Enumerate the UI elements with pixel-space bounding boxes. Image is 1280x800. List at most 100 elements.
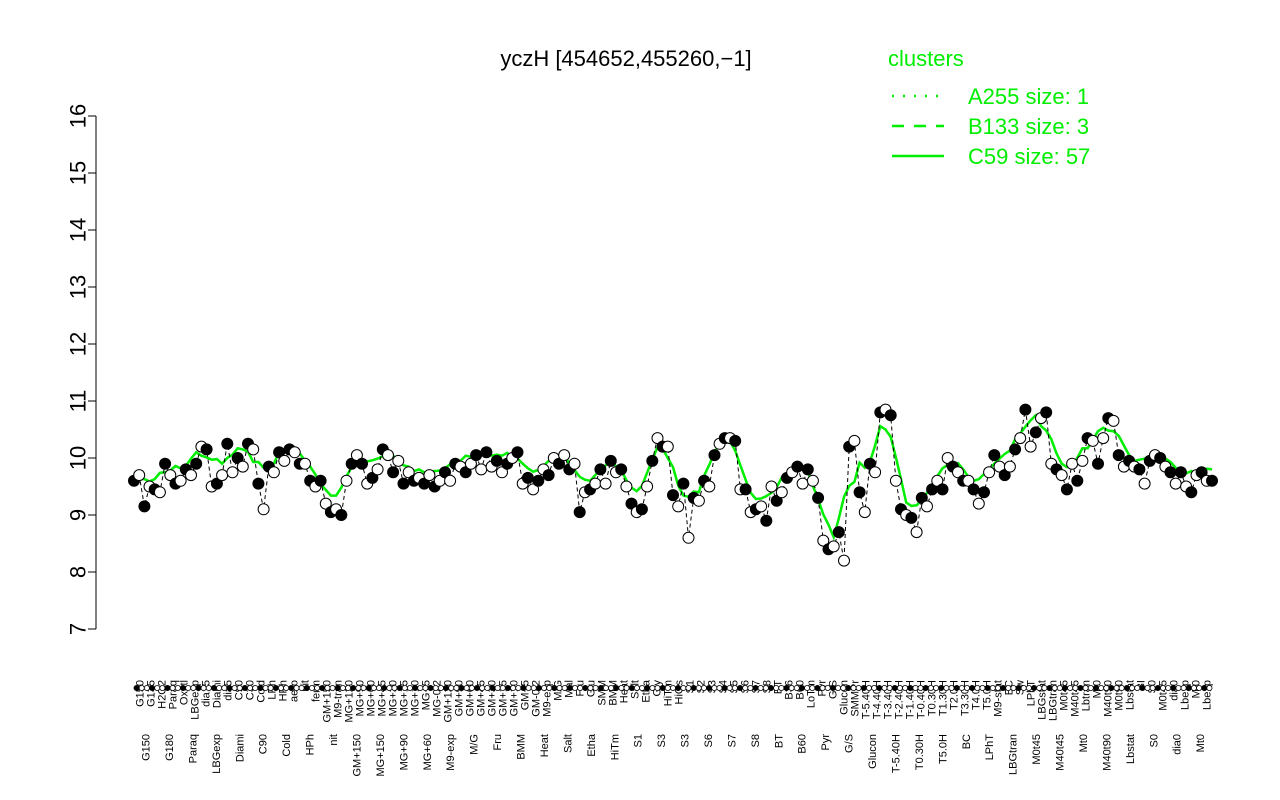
x-tick-marker	[726, 685, 733, 692]
x-tick-marker	[226, 685, 233, 692]
x-tick-marker	[231, 685, 238, 692]
x-tick-marker	[1041, 685, 1048, 692]
x-tick-marker	[185, 685, 192, 692]
data-point	[335, 509, 348, 521]
x-label-bottom: T0.30H	[914, 734, 926, 770]
x-tick-marker	[277, 685, 284, 692]
x-tick-marker	[437, 685, 444, 692]
x-tick-marker	[819, 685, 826, 692]
x-tick-marker	[958, 685, 965, 692]
data-point	[402, 466, 415, 479]
x-tick-marker	[427, 685, 434, 692]
x-tick-marker	[721, 685, 728, 692]
data-point	[806, 474, 819, 487]
x-tick-marker	[680, 685, 687, 692]
x-tick-marker	[179, 685, 186, 692]
y-tick-label: 9	[66, 509, 91, 521]
x-label-bottom: S3	[656, 734, 668, 747]
data-point	[1029, 426, 1042, 439]
data-point	[869, 466, 882, 479]
x-tick-marker	[1098, 685, 1105, 692]
x-tick-marker	[272, 685, 279, 692]
data-point	[200, 443, 213, 456]
gene-profile-line	[133, 408, 1212, 561]
x-tick-marker	[298, 685, 305, 692]
x-tick-marker	[778, 685, 785, 692]
x-tick-marker	[205, 685, 212, 692]
data-point	[853, 486, 866, 499]
data-point	[470, 449, 483, 462]
x-tick-marker	[1092, 685, 1099, 692]
x-label-bottom: BT	[773, 734, 785, 748]
x-tick-marker	[149, 685, 156, 692]
x-tick-marker	[1175, 685, 1182, 692]
x-label-bottom: GM+150	[351, 734, 363, 777]
x-tick-marker	[876, 685, 883, 692]
x-tick-marker	[412, 685, 419, 692]
legend-entry-c59: C59 size: 57	[968, 144, 1090, 169]
x-tick-marker	[443, 685, 450, 692]
data-point	[247, 443, 260, 456]
data-point	[387, 466, 400, 479]
data-point	[568, 457, 581, 470]
x-tick-marker	[350, 685, 357, 692]
x-tick-marker	[1031, 685, 1038, 692]
x-tick-marker	[835, 685, 842, 692]
x-tick-marker	[143, 685, 150, 692]
data-point	[542, 469, 555, 482]
x-tick-marker	[252, 685, 259, 692]
data-point	[267, 466, 280, 479]
x-tick-marker	[948, 685, 955, 692]
x-tick-marker	[169, 685, 176, 692]
x-tick-marker	[1108, 685, 1115, 692]
x-tick-marker	[1056, 685, 1063, 692]
data-point	[1112, 449, 1125, 462]
x-tick-marker	[855, 685, 862, 692]
x-tick-marker	[458, 685, 465, 692]
data-point	[133, 469, 146, 482]
data-point	[915, 491, 928, 504]
x-tick-marker	[1129, 685, 1136, 692]
y-tick-label: 15	[66, 161, 91, 185]
x-tick-marker	[267, 685, 274, 692]
legend: clusters A255 size: 1 B133 size: 3 C59 s…	[888, 46, 1090, 169]
data-point	[1009, 443, 1022, 456]
data-point	[174, 474, 187, 487]
x-tick-marker	[1160, 685, 1167, 692]
data-point	[594, 463, 607, 476]
x-tick-marker	[933, 685, 940, 692]
x-tick-marker	[716, 685, 723, 692]
x-tick-marker	[1196, 685, 1203, 692]
x-tick-marker	[479, 685, 486, 692]
data-point	[672, 500, 685, 513]
x-tick-marker	[633, 685, 640, 692]
data-point	[765, 480, 778, 493]
x-tick-marker	[247, 685, 254, 692]
x-tick-marker	[969, 685, 976, 692]
data-point	[496, 466, 508, 479]
data-point	[1055, 469, 1068, 482]
x-label-bottom: M0t45	[1031, 734, 1043, 765]
x-tick-marker	[422, 685, 429, 692]
x-tick-marker	[190, 685, 197, 692]
data-point	[936, 483, 949, 496]
x-tick-marker	[381, 685, 388, 692]
x-tick-marker	[608, 685, 615, 692]
x-tick-marker	[241, 685, 248, 692]
x-tick-marker	[953, 685, 960, 692]
data-point	[983, 466, 996, 479]
data-point	[646, 454, 659, 467]
x-tick-marker	[731, 685, 738, 692]
x-tick-marker	[1072, 685, 1079, 692]
x-label-bottom: S6	[703, 734, 715, 747]
x-tick-marker	[319, 685, 326, 692]
x-tick-marker	[303, 685, 310, 692]
x-tick-marker	[138, 685, 145, 692]
x-tick-marker	[556, 685, 563, 692]
x-tick-marker	[473, 685, 480, 692]
data-point	[464, 457, 477, 470]
data-point	[1086, 434, 1099, 447]
x-tick-marker	[288, 685, 295, 692]
x-tick-marker	[907, 685, 914, 692]
data-point	[532, 474, 545, 487]
